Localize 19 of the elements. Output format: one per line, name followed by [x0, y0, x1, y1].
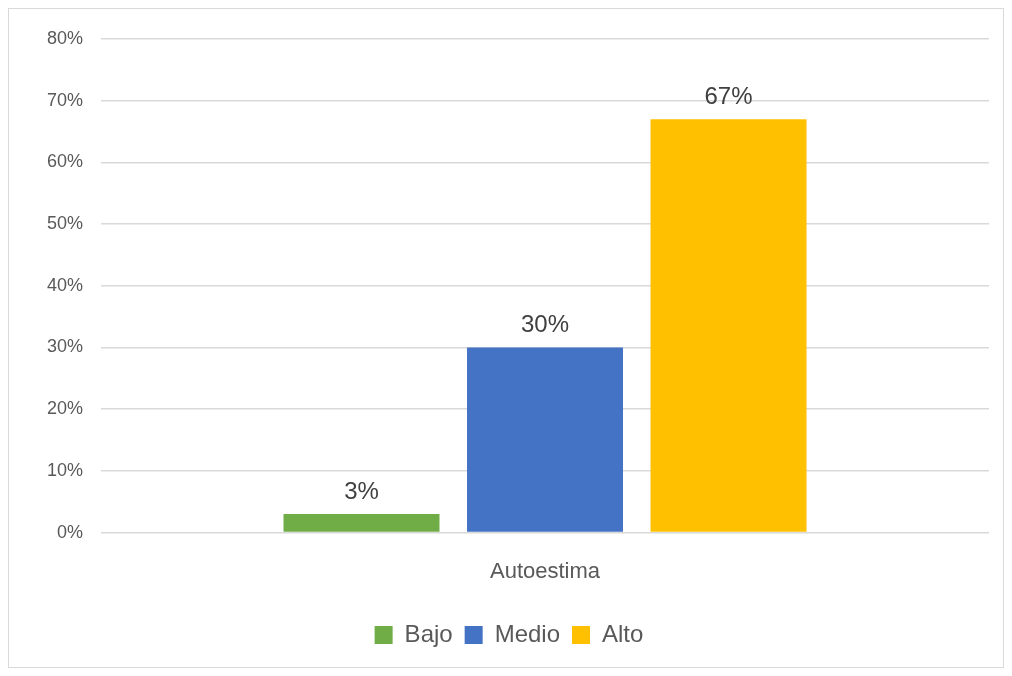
data-label: 3%: [344, 476, 379, 504]
y-tick-label: 0%: [57, 521, 84, 542]
legend-label: Alto: [602, 619, 644, 647]
bar: [283, 514, 440, 532]
x-tick-label: Autoestima: [489, 557, 601, 583]
y-tick-label: 50%: [47, 213, 84, 234]
bar: [650, 119, 807, 532]
y-tick-label: 80%: [47, 27, 84, 48]
y-tick-label: 10%: [47, 459, 84, 480]
y-tick-label: 60%: [47, 151, 84, 172]
legend-label: Medio: [494, 619, 561, 647]
data-label: 30%: [520, 310, 570, 338]
y-tick-label: 70%: [47, 89, 84, 110]
legend-label: Bajo: [404, 619, 453, 647]
y-tick-label: 20%: [47, 398, 84, 419]
bar: [467, 347, 624, 532]
y-tick-label: 40%: [47, 274, 84, 295]
y-tick-label: 30%: [47, 336, 84, 357]
data-label: 67%: [704, 81, 753, 109]
